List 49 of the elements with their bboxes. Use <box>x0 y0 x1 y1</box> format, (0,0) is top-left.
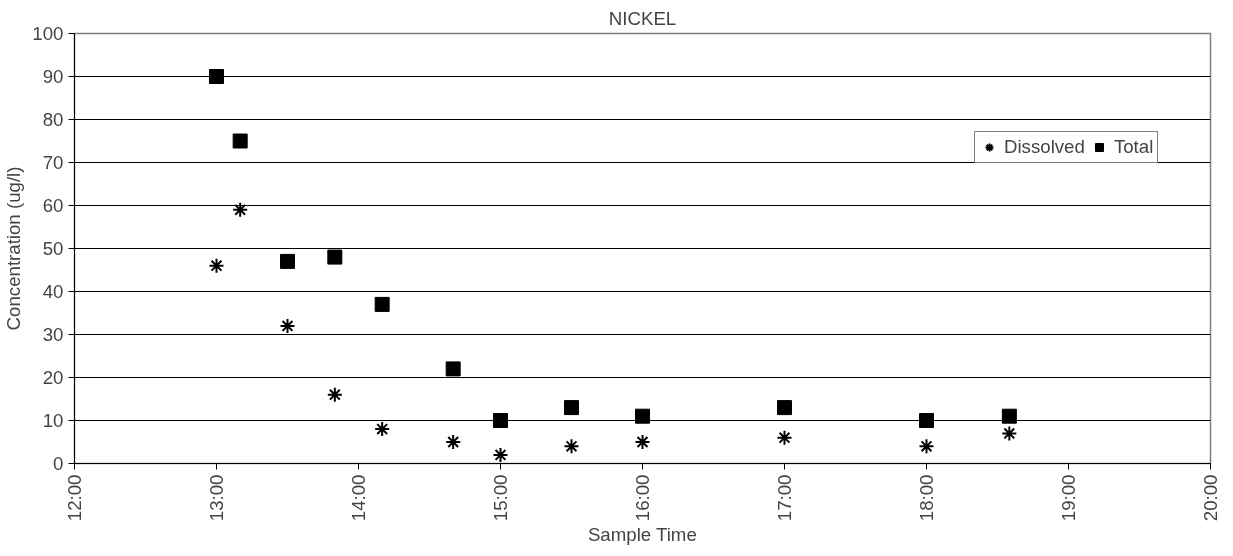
legend-label: Total <box>1113 136 1154 158</box>
y-tick-label: 60 <box>42 195 64 216</box>
point <box>563 438 580 455</box>
point <box>445 434 462 450</box>
point <box>374 296 390 312</box>
point <box>918 438 935 455</box>
point <box>1001 408 1017 424</box>
point <box>776 429 793 446</box>
y-tick-label: 30 <box>42 324 64 345</box>
point <box>280 253 295 269</box>
point <box>634 434 651 450</box>
x-tick-label: 18:00 <box>916 474 937 522</box>
point <box>374 421 391 438</box>
point <box>232 133 248 149</box>
y-tick-label: 100 <box>32 23 64 44</box>
point <box>777 400 792 416</box>
point <box>445 361 461 377</box>
y-tick-label: 0 <box>53 453 64 474</box>
y-tick-label: 90 <box>42 66 64 87</box>
legend-label: Dissolved <box>1004 136 1085 158</box>
y-tick-label: 50 <box>42 238 64 259</box>
point <box>232 201 249 218</box>
y-tick-label: 40 <box>42 281 64 302</box>
point <box>564 400 579 416</box>
point <box>635 408 650 424</box>
x-tick-label: 16:00 <box>632 474 653 522</box>
point <box>493 413 508 428</box>
y-tick-label: 80 <box>42 109 64 130</box>
x-tick-label: 13:00 <box>206 474 227 522</box>
point <box>492 446 509 463</box>
x-tick-label: 12:00 <box>64 474 85 522</box>
x-axis-title: Sample Time <box>587 524 697 546</box>
x-tick-label: 20:00 <box>1200 474 1221 522</box>
point <box>279 317 296 334</box>
point <box>209 69 224 84</box>
x-tick-label: 14:00 <box>348 474 369 522</box>
point <box>327 249 343 265</box>
y-tick-label: 10 <box>42 410 64 431</box>
x-tick-label: 15:00 <box>490 474 511 522</box>
x-tick-label: 19:00 <box>1058 474 1079 522</box>
y-tick-label: 70 <box>42 152 64 173</box>
point <box>326 386 343 403</box>
y-tick-label: 20 <box>42 367 64 388</box>
point <box>208 257 225 274</box>
x-tick-label: 17:00 <box>774 474 795 522</box>
point <box>1001 425 1018 442</box>
point <box>919 413 934 428</box>
y-axis-title: Concentration (ug/l) <box>3 166 25 331</box>
chart-title: NICKEL <box>608 7 677 29</box>
